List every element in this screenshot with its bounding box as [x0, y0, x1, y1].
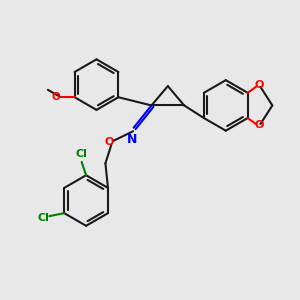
Text: O: O: [52, 92, 61, 102]
Text: N: N: [127, 133, 137, 146]
Text: O: O: [254, 80, 264, 90]
Text: Cl: Cl: [38, 213, 49, 223]
Text: O: O: [254, 121, 264, 130]
Text: Cl: Cl: [76, 149, 88, 159]
Text: O: O: [105, 137, 114, 147]
